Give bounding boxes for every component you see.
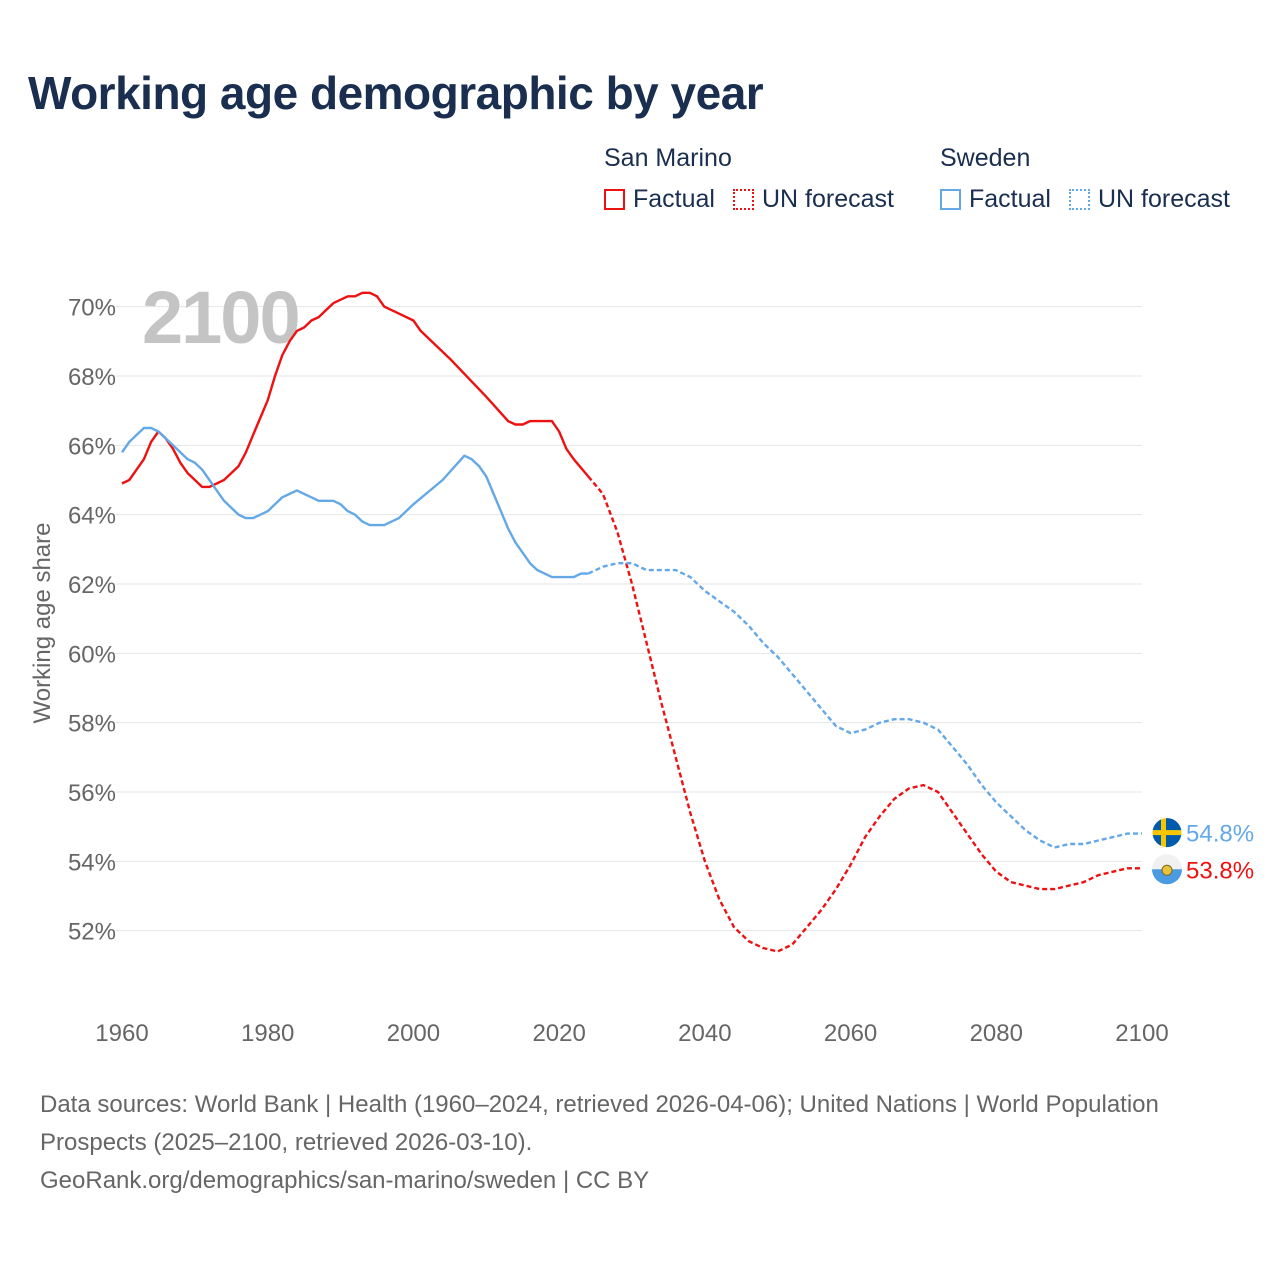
legend-label: Factual [969, 185, 1051, 213]
legend-item-sweden-forecast[interactable]: UN forecast [1068, 185, 1230, 214]
series-line-san-marino-factual [121, 291, 590, 489]
y-tick-label: 60% [68, 641, 116, 668]
y-tick-label: 58% [68, 711, 116, 738]
legend-item-san-marino-factual[interactable]: Factual [604, 185, 715, 214]
y-tick-label: 70% [68, 295, 116, 322]
legend-swatch-solid [940, 189, 961, 210]
line-chart: 2100 70% 68% 66% 64% 62% 60% 58% 56% 54% 52% 1960… [29, 276, 1254, 1047]
flag-emblem [1161, 864, 1173, 876]
footer-sources: Data sources: World Bank | Health (1960–… [40, 1091, 1159, 1156]
legend-label: UN forecast [761, 185, 894, 213]
x-tick-label: 2040 [678, 1020, 731, 1047]
legend-group-title: San Marino [604, 144, 732, 172]
year-watermark: 2100 [142, 276, 299, 359]
legend-item-sweden-factual[interactable]: Factual [940, 185, 1051, 214]
footer: Data sources: World Bank | Health (1960–… [40, 1086, 1220, 1200]
legend-item-san-marino-forecast[interactable]: UN forecast [732, 185, 894, 214]
flag-outline [1151, 817, 1183, 849]
x-tick-label: 2000 [387, 1020, 440, 1047]
y-tick-label: 54% [68, 849, 116, 876]
legend-swatch-dotted [732, 189, 754, 210]
flag-cross-horizontal [1152, 830, 1182, 836]
legend-label: Factual [633, 185, 715, 213]
end-label-sweden: 54.8% [1186, 821, 1254, 848]
end-label-san-marino: 53.8% [1186, 857, 1254, 884]
x-tick-label: 1960 [95, 1020, 148, 1047]
san-marino-flag-icon [1152, 854, 1182, 885]
flag-cross-vertical [1161, 817, 1166, 848]
y-tick-label: 66% [68, 433, 116, 460]
y-tick-label: 68% [68, 364, 116, 391]
series-lines [121, 291, 1142, 953]
legend-group-title: Sweden [940, 144, 1031, 172]
page-title: Working age demographic by year [28, 67, 764, 119]
x-axis-ticks: 1960 1980 2000 2020 2040 2060 2080 2100 [95, 1020, 1168, 1047]
legend-swatch-dotted [1068, 189, 1090, 210]
x-tick-label: 1980 [241, 1020, 294, 1047]
sweden-flag-icon [1151, 817, 1183, 849]
y-tick-label: 56% [68, 780, 116, 807]
x-tick-label: 2020 [532, 1020, 585, 1047]
flag-bottom-half [1152, 869, 1182, 885]
legend-group-san-marino: San Marino Factual UN forecast [604, 144, 912, 214]
y-axis-label: Working age share [29, 523, 56, 724]
y-tick-label: 52% [68, 919, 116, 946]
x-tick-label: 2100 [1115, 1020, 1168, 1047]
flag-top-half [1152, 854, 1182, 870]
end-markers: 53.8% 54.8% [1151, 817, 1254, 885]
footer-attribution[interactable]: GeoRank.org/demographics/san-marino/swed… [40, 1167, 650, 1194]
legend-swatch-solid [604, 189, 625, 210]
grid-lines [112, 306, 1142, 932]
series-line-sweden-forecast [587, 562, 1142, 849]
series-line-san-marino-forecast [587, 475, 1142, 953]
y-tick-label: 62% [68, 572, 116, 599]
y-axis-ticks: 70% 68% 66% 64% 62% 60% 58% 56% 54% 52% [68, 295, 116, 946]
x-tick-label: 2080 [970, 1020, 1023, 1047]
x-tick-label: 2060 [824, 1020, 877, 1047]
legend-label: UN forecast [1097, 185, 1230, 213]
series-line-sweden-factual [121, 426, 589, 579]
y-tick-label: 64% [68, 503, 116, 530]
legend-group-sweden: Sweden Factual UN forecast [940, 144, 1248, 214]
